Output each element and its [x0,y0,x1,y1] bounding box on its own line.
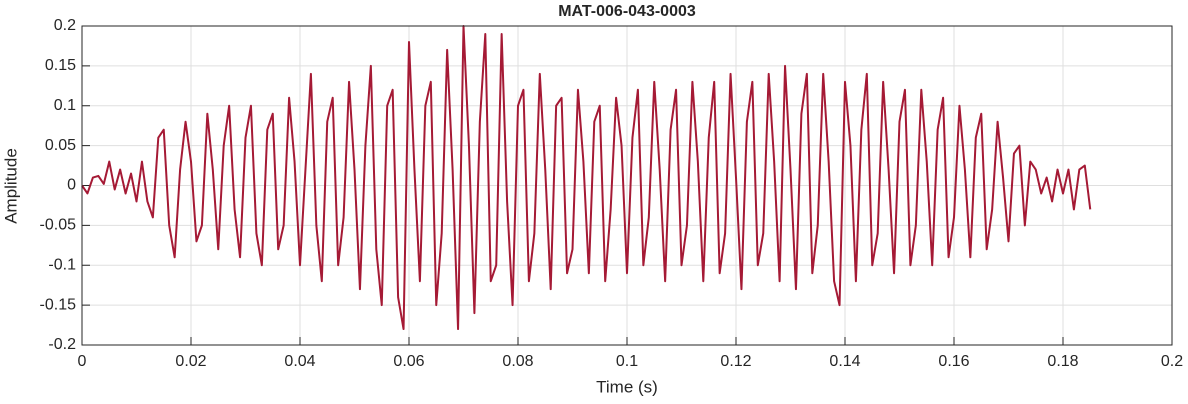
plot-frame [81,25,1173,346]
x-axis-label: Time (s) [596,377,658,396]
x-tick-label: 0.08 [502,353,533,370]
x-tick-label: 0.2 [1161,353,1183,370]
y-tick-label: 0.2 [54,17,76,34]
y-tick-label: 0.1 [54,97,76,114]
x-tick-label: 0 [78,353,87,370]
y-tick-label: -0.05 [40,217,77,234]
x-tick-label: 0.18 [1047,353,1078,370]
y-tick-label: -0.1 [48,256,76,273]
waveform [81,25,1092,331]
y-tick-label: -0.2 [48,336,76,353]
y-tick-label: 0 [67,177,76,194]
x-tick-label: 0.14 [829,353,860,370]
x-tick-label: 0.04 [284,353,315,370]
y-tick-label: 0.15 [45,57,76,74]
x-tick-label: 0.02 [175,353,206,370]
x-tick-label: 0.12 [720,353,751,370]
x-tick-label: 0.1 [616,353,638,370]
x-tick-label: 0.06 [393,353,424,370]
y-axis-label: Amplitude [1,148,20,224]
chart-title: MAT-006-043-0003 [558,3,696,20]
x-tick-label: 0.16 [938,353,969,370]
y-tick-label: -0.15 [40,296,77,313]
y-tick-label: 0.05 [45,137,76,154]
